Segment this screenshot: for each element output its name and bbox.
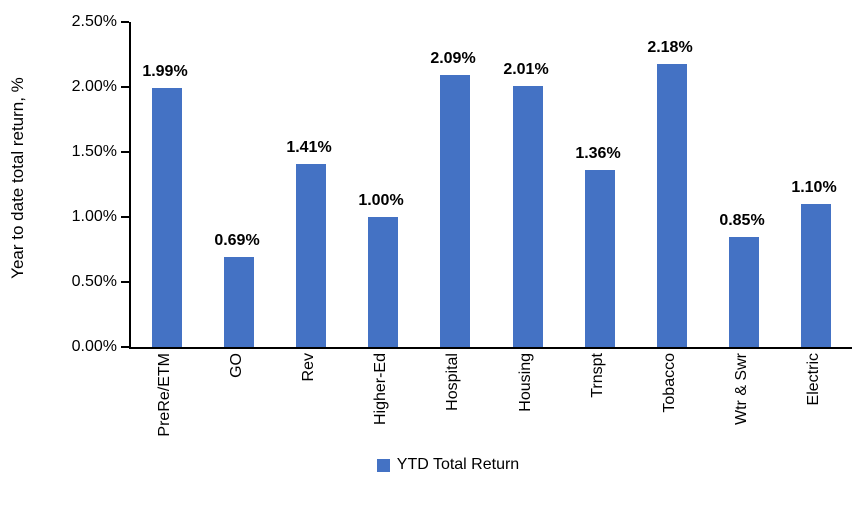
y-tick-label: 0.50% (71, 273, 117, 290)
plot-area (129, 22, 852, 349)
bar-value-label: 0.69% (214, 232, 260, 249)
bar-Electric (801, 204, 831, 347)
bar-value-label: 1.99% (142, 63, 188, 80)
bar-PreRe/ETM (152, 88, 182, 347)
bar-Rev (296, 164, 326, 347)
bar-Higher-Ed (368, 217, 398, 347)
legend-swatch-icon (376, 458, 390, 472)
x-category-label: GO (228, 353, 245, 378)
bar-Hospital (440, 75, 470, 347)
x-category-label: Rev (300, 353, 317, 382)
bar-value-label: 1.36% (575, 145, 621, 162)
x-category-label: PreRe/ETM (156, 353, 173, 437)
y-tick-label: 1.50% (71, 143, 117, 160)
y-tick-mark (121, 216, 129, 218)
bar-GO (224, 257, 254, 347)
y-tick-mark (121, 86, 129, 88)
y-tick-mark (121, 346, 129, 348)
y-tick-label: 2.00% (71, 78, 117, 95)
x-category-label: Wtr & Swr (733, 353, 750, 425)
y-axis-title: Year to date total return, % (8, 77, 27, 279)
bar-value-label: 1.00% (358, 192, 404, 209)
y-tick-label: 2.50% (71, 13, 117, 30)
bar-value-label: 1.41% (286, 139, 332, 156)
x-category-label: Higher-Ed (372, 353, 389, 426)
y-tick-mark (121, 151, 129, 153)
y-tick-mark (121, 281, 129, 283)
bar-Tobacco (657, 64, 687, 347)
y-tick-label: 0.00% (71, 338, 117, 355)
bar-value-label: 0.85% (719, 212, 765, 229)
x-category-label: Housing (517, 353, 534, 412)
bar-value-label: 2.01% (503, 61, 549, 78)
bar-Trnspt (585, 170, 615, 347)
bar-value-label: 2.09% (430, 50, 476, 67)
legend-label: YTD Total Return (396, 456, 520, 473)
bar-Wtr & Swr (729, 237, 759, 347)
y-tick-label: 1.00% (71, 208, 117, 225)
bar-value-label: 1.10% (791, 179, 837, 196)
y-tick-mark (121, 21, 129, 23)
bar-value-label: 2.18% (647, 39, 693, 56)
x-category-label: Hospital (444, 353, 461, 411)
x-category-label: Tobacco (661, 353, 678, 413)
x-category-label: Trnspt (589, 353, 606, 398)
bar-Housing (513, 86, 543, 347)
legend: YTD Total Return (22, 456, 852, 474)
x-category-label: Electric (805, 353, 822, 406)
